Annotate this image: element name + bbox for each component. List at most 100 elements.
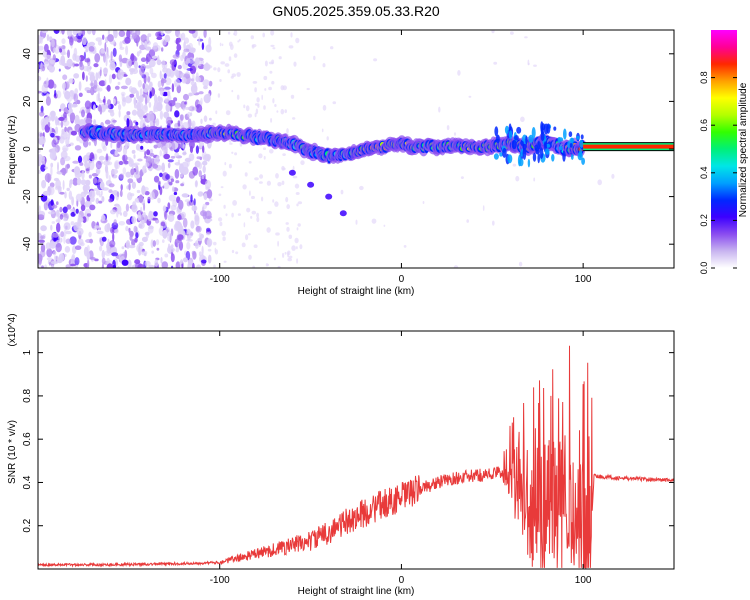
noise-speckle [184,101,187,105]
snr-y-ticks: 0.2 0.4 0.6 0.8 1 [22,349,674,533]
noise-speckle [86,251,91,261]
noise-speckle [203,115,208,122]
noise-speckle [232,200,238,206]
noise-speckle [60,119,64,128]
noise-speckle [87,259,90,268]
noise-speckle [270,44,275,48]
noise-speckle [60,237,63,243]
ridge-spike [569,143,573,148]
noise-speckle [164,210,168,220]
noise-speckle [144,150,147,157]
spectrogram-noise [38,30,615,268]
noise-speckle [75,193,83,202]
noise-speckle [121,259,129,266]
noise-speckle [68,190,73,200]
spectrogram-y-ticks: -40 -20 0 20 40 [22,48,674,251]
noise-speckle [161,145,169,153]
noise-speckle [222,170,227,177]
noise-speckle [192,262,195,268]
noise-speckle [175,69,180,79]
noise-speckle [274,104,277,107]
noise-speckle [62,180,65,190]
noise-speckle [446,125,450,131]
noise-speckle [186,68,193,71]
noise-speckle [213,241,217,246]
x-tick-label: 0 [399,274,405,285]
noise-speckle [118,30,126,37]
noise-speckle [108,198,113,203]
noise-speckle [135,232,139,239]
noise-speckle [223,204,226,209]
noise-speckle [251,210,257,215]
noise-speckle [54,89,57,97]
noise-speckle [249,190,251,196]
noise-speckle [184,199,190,203]
noise-speckle [187,263,190,268]
noise-speckle [48,36,53,41]
noise-speckle [103,160,110,166]
noise-speckle [175,261,181,268]
noise-speckle [58,116,65,121]
noise-speckle [172,186,175,192]
noise-speckle [44,43,49,52]
noise-speckle [205,44,212,53]
noise-speckle [127,178,134,184]
noise-speckle [38,239,45,243]
ridge-spike [499,152,503,157]
noise-speckle [149,191,155,200]
y-tick-label: 0.8 [22,389,33,403]
noise-speckle [159,186,163,196]
noise-speckle [59,135,62,141]
noise-speckle [258,153,263,159]
noise-speckle [98,104,102,111]
noise-speckle [512,163,517,167]
noise-speckle [175,247,179,253]
noise-speckle [77,155,83,164]
snr-panel: -100 0 100 0.2 0.4 0.6 0.8 1 Height of straigh… [7,313,675,597]
noise-speckle [55,126,59,135]
noise-speckle [163,73,167,79]
noise-speckle [129,93,135,98]
noise-speckle [268,86,272,91]
noise-speckle [108,74,112,84]
noise-speckle [88,174,92,179]
noise-speckle [82,216,87,224]
noise-speckle [202,79,210,87]
noise-speckle [170,253,175,263]
noise-speckle [46,248,53,258]
noise-speckle [157,95,161,103]
noise-speckle [156,36,163,40]
noise-speckle [186,228,191,235]
noise-speckle [190,194,193,203]
noise-speckle [74,88,78,95]
noise-speckle [126,30,131,39]
noise-speckle [182,61,189,70]
noise-speckle [41,30,49,34]
noise-speckle [136,51,140,57]
noise-speckle [297,223,301,227]
noise-speckle [165,142,172,148]
noise-speckle [116,141,121,149]
noise-speckle [149,120,154,128]
noise-speckle [101,263,104,268]
noise-speckle [93,79,98,90]
noise-speckle [206,227,211,232]
noise-speckle [45,242,51,250]
noise-speckle [235,251,239,255]
noise-speckle [468,95,472,98]
noise-speckle [288,45,294,49]
noise-speckle [107,238,110,246]
noise-speckle [111,73,116,80]
noise-speckle [140,250,148,256]
noise-speckle [144,191,150,196]
noise-speckle [49,59,56,64]
noise-speckle [180,32,186,41]
ridge-spike [494,126,499,137]
noise-speckle [72,177,79,186]
noise-speckle [597,179,602,186]
noise-speckle [198,232,202,238]
noise-speckle [80,179,87,186]
ridge-spike [495,134,500,144]
noise-speckle [453,132,457,136]
noise-speckle [59,214,64,220]
